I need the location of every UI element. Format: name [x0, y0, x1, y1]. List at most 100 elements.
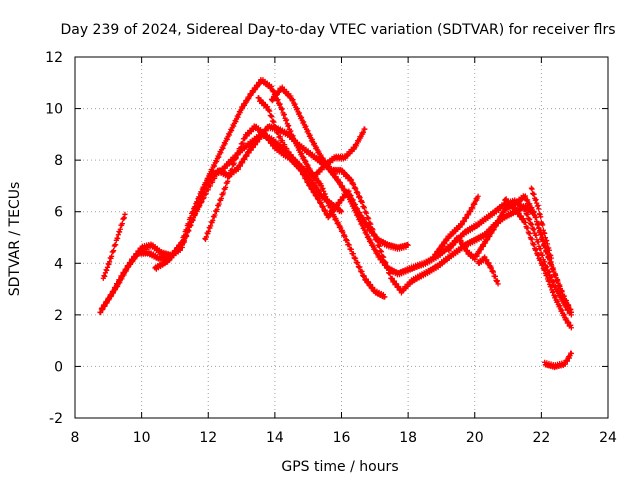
data-point: [274, 129, 281, 135]
data-marks: [97, 76, 574, 371]
data-point: [104, 264, 111, 270]
data-point: [270, 118, 276, 124]
x-tick-label: 22: [532, 430, 550, 446]
data-point: [474, 253, 480, 259]
data-point: [529, 204, 535, 211]
data-point: [476, 250, 482, 256]
series-track-8: [432, 193, 481, 258]
data-point: [216, 154, 222, 160]
data-point: [537, 245, 544, 252]
data-point: [539, 261, 546, 268]
data-point: [315, 196, 321, 203]
data-point: [343, 237, 350, 243]
data-point: [235, 150, 242, 156]
series-track-6: [255, 95, 411, 252]
data-point: [252, 142, 258, 148]
data-point: [549, 289, 556, 295]
data-point: [387, 271, 393, 277]
data-point: [237, 163, 243, 169]
data-point: [277, 134, 283, 140]
data-point: [561, 311, 567, 318]
data-point: [213, 159, 220, 165]
data-point: [382, 294, 388, 300]
data-point: [568, 322, 574, 328]
data-point: [535, 222, 541, 228]
data-point: [484, 257, 490, 263]
data-point: [128, 260, 134, 266]
data-point: [305, 179, 311, 185]
data-point: [271, 119, 277, 125]
data-point: [533, 232, 539, 238]
data-point: [557, 283, 563, 290]
data-point: [568, 325, 574, 331]
data-point: [111, 288, 117, 294]
data-point: [543, 248, 549, 255]
data-point: [483, 257, 489, 263]
data-point: [363, 210, 370, 216]
data-point: [522, 193, 529, 199]
data-point: [492, 273, 499, 279]
data-point: [106, 261, 112, 268]
data-point: [119, 274, 125, 280]
data-point: [179, 242, 185, 248]
data-point: [366, 216, 372, 222]
data-point: [134, 251, 140, 258]
data-point: [188, 222, 194, 229]
data-point: [322, 191, 328, 197]
data-point: [208, 223, 214, 229]
data-point: [538, 231, 544, 237]
data-point: [298, 114, 305, 121]
data-point: [546, 247, 552, 253]
data-point: [462, 244, 468, 250]
data-point: [359, 199, 365, 205]
x-tick-label: 14: [266, 430, 284, 446]
data-point: [346, 242, 352, 248]
data-point: [522, 219, 529, 225]
data-point: [198, 189, 204, 195]
data-point: [544, 237, 550, 244]
data-point: [240, 140, 246, 146]
data-point: [246, 150, 252, 156]
data-point: [348, 177, 355, 183]
data-point: [491, 227, 497, 233]
data-point: [565, 319, 571, 325]
data-point: [115, 232, 121, 238]
data-point: [309, 185, 316, 192]
data-point: [109, 253, 115, 259]
data-point: [459, 222, 465, 228]
data-point: [181, 237, 188, 243]
data-point: [368, 221, 374, 227]
data-point: [205, 176, 211, 182]
x-tick-label: 18: [399, 430, 417, 446]
data-point: [359, 268, 365, 274]
data-point: [205, 228, 212, 235]
data-point: [465, 212, 472, 218]
data-point: [317, 200, 323, 206]
data-point: [239, 160, 246, 166]
data-point: [566, 320, 572, 326]
data-point: [548, 261, 554, 268]
data-point: [542, 243, 548, 249]
data-point: [223, 184, 229, 190]
data-point: [530, 209, 536, 216]
data-point: [319, 204, 326, 210]
data-point: [482, 254, 488, 260]
data-point: [441, 241, 448, 247]
data-point: [313, 144, 320, 150]
data-point: [516, 210, 522, 216]
data-point: [548, 274, 554, 280]
data-point: [301, 154, 307, 161]
data-point: [537, 257, 543, 263]
data-point: [550, 289, 556, 295]
data-point: [380, 253, 386, 260]
data-point: [542, 235, 548, 241]
data-point: [435, 249, 441, 255]
data-point: [340, 229, 346, 235]
data-point: [322, 207, 328, 213]
data-point: [534, 218, 540, 225]
data-point: [564, 358, 570, 364]
data-point: [183, 231, 189, 238]
data-point: [534, 203, 540, 209]
data-point: [303, 123, 309, 129]
